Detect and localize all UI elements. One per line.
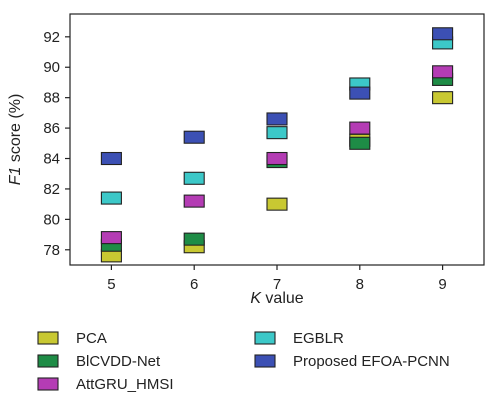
marker-attgru-hmsi-7 — [266, 151, 288, 166]
y-tick-label: 82 — [43, 181, 60, 198]
marker-blcvdd-net-6 — [183, 232, 205, 246]
marker-proposed-efoa-pcnn-9 — [432, 27, 454, 41]
y-axis-label: F1 score (%) — [7, 94, 24, 186]
x-axis-label: K value — [250, 290, 303, 307]
legend-label-proposed-efoa-pcnn: Proposed EFOA-PCNN — [293, 353, 450, 370]
legend-label-attgru-hmsi: AttGRU_HMSI — [76, 376, 174, 393]
y-tick-label: 84 — [43, 151, 60, 168]
plot-area — [69, 13, 485, 266]
legend-swatch-attgru-hmsi — [37, 377, 59, 391]
legend-swatch-blcvdd-net — [37, 354, 59, 368]
marker-proposed-efoa-pcnn-6 — [183, 130, 205, 144]
legend-label-pca: PCA — [76, 330, 107, 347]
y-tick-label: 86 — [43, 120, 60, 137]
x-tick-label: 5 — [107, 276, 115, 293]
marker-egblr-6 — [183, 171, 205, 185]
marker-proposed-efoa-pcnn-7 — [266, 112, 288, 126]
data-marks — [100, 27, 454, 263]
marker-attgru-hmsi-5 — [100, 231, 122, 245]
y-tick-label: 80 — [43, 211, 60, 228]
y-tick-label: 78 — [43, 242, 60, 259]
x-axis-label-rest: value — [261, 290, 304, 307]
marker-pca-9 — [432, 91, 454, 105]
marker-attgru-hmsi-6 — [183, 194, 205, 208]
marker-egblr-5 — [100, 191, 122, 205]
legend-swatch-pca — [37, 331, 59, 345]
legend-label-egblr: EGBLR — [293, 330, 344, 347]
legend: PCA BlCVDD-Net AttGRU_HMSI EGBLR Proposed EF… — [37, 330, 450, 393]
marker-blcvdd-net-8 — [349, 136, 371, 150]
plot-frame — [69, 13, 485, 266]
marker-proposed-efoa-pcnn-5 — [100, 151, 122, 166]
marker-proposed-efoa-pcnn-8 — [349, 86, 371, 100]
y-tick-label: 92 — [43, 29, 60, 46]
marker-pca-7 — [266, 197, 288, 211]
legend-swatch-egblr — [254, 331, 276, 345]
x-axis-label-italic: K — [250, 290, 262, 307]
x-tick-label: 9 — [438, 276, 446, 293]
x-tick-label: 7 — [273, 276, 281, 293]
marker-attgru-hmsi-9 — [432, 65, 454, 79]
y-axis-label-italic: F1 — [7, 167, 24, 186]
legend-label-blcvdd-net: BlCVDD-Net — [76, 353, 161, 370]
y-tick-label: 90 — [43, 59, 60, 76]
x-tick-label: 6 — [190, 276, 198, 293]
y-tick-label: 88 — [43, 90, 60, 107]
marker-egblr-7 — [266, 126, 288, 140]
legend-swatch-proposed-efoa-pcnn — [254, 354, 276, 368]
x-tick-label: 8 — [356, 276, 364, 293]
y-axis-label-rest: score (%) — [7, 94, 24, 167]
marker-attgru-hmsi-8 — [349, 121, 371, 135]
